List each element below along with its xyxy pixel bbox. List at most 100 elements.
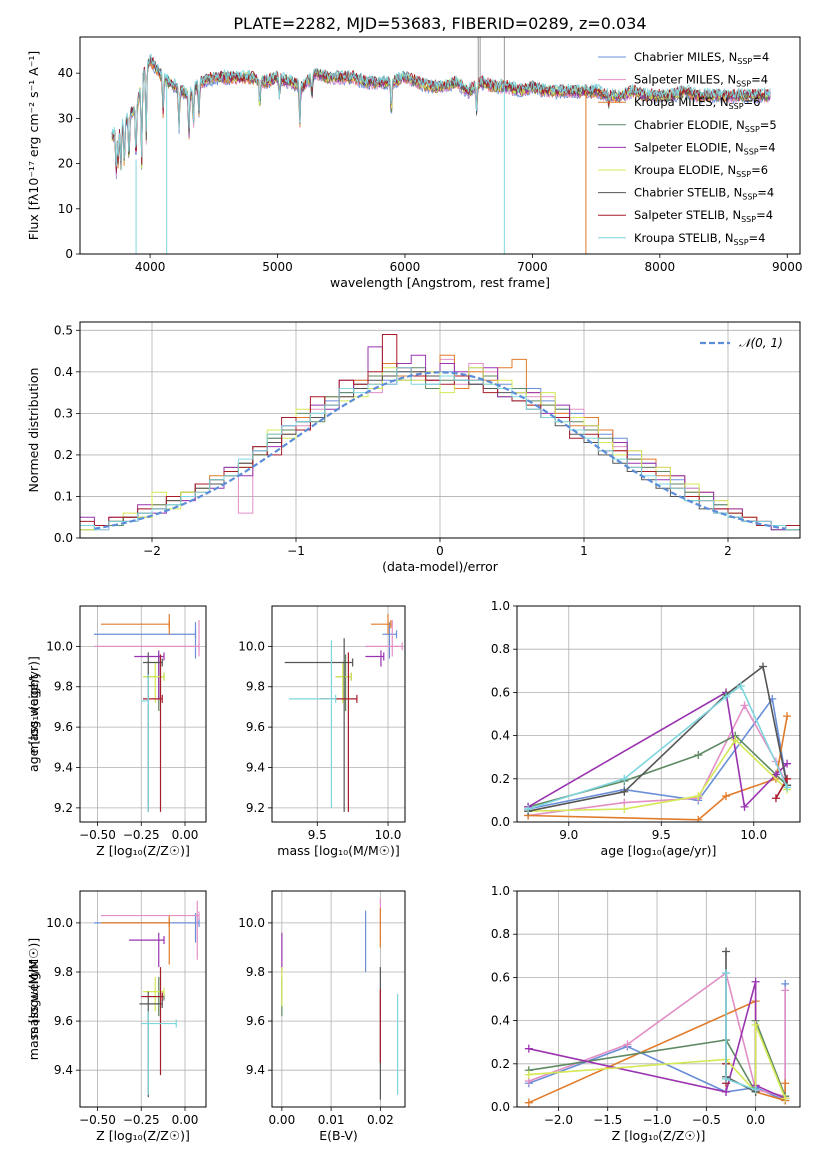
weights-chabrier-stelib xyxy=(524,662,792,816)
y-tick-label: 0.3 xyxy=(54,406,73,420)
y-tick-label: 9.4 xyxy=(246,1063,265,1077)
weight-marker xyxy=(771,770,780,779)
weight-marker xyxy=(783,783,792,792)
x-tick-label: −2.0 xyxy=(544,1113,573,1127)
axes-frame xyxy=(79,36,801,255)
y-tick-label: 10.0 xyxy=(238,639,265,653)
weight-marker xyxy=(751,1085,760,1094)
y-axis-label: Flux [fλ10⁻¹⁷ erg cm⁻² s⁻¹ A⁻¹] xyxy=(26,51,41,240)
y-tick-label: 9.4 xyxy=(54,760,73,774)
x-tick-label: 9.0 xyxy=(559,828,578,842)
y-tick-label: 0.6 xyxy=(491,685,510,699)
y-tick-label: 9.6 xyxy=(54,1014,73,1028)
weight-marker xyxy=(722,947,731,956)
x-tick-label: −0.50 xyxy=(79,828,116,842)
x-tick-label: 7000 xyxy=(517,260,548,274)
errorbar-kroupa-miles xyxy=(371,614,392,635)
plot-area-residuals xyxy=(80,322,800,538)
x-tick-label: 0 xyxy=(436,544,444,558)
legend-entry: Chabrier STELIB, NSSP=4 xyxy=(634,186,774,202)
x-tick-label: −1 xyxy=(287,544,305,558)
plot-area-age_vs_z xyxy=(80,606,206,822)
panel-mass_weight_vs_z: −2.0 −1.5 −1.0 −0.5 0.0 0.0 0.2 0.4 0.6 0.8 1.0 Z [… xyxy=(26,884,801,1143)
errorbar-salpeter-miles xyxy=(94,620,200,657)
weight-line xyxy=(527,691,788,809)
weight-marker xyxy=(740,802,749,811)
x-tick-label: 5000 xyxy=(262,260,293,274)
y-tick-label: 0.8 xyxy=(491,642,510,656)
x-tick-label: 9.5 xyxy=(652,828,671,842)
x-tick-label: 10.0 xyxy=(740,828,767,842)
y-tick-label: 0.4 xyxy=(54,365,73,379)
x-tick-label: −0.25 xyxy=(123,828,160,842)
panel-age_vs_z: −0.50 −0.25 0.00 9.2 9.4 9.6 9.8 10.0 Z [log₁₀(Z… xyxy=(26,605,207,858)
weight-marker xyxy=(781,1079,790,1088)
plot-area-mass_vs_z xyxy=(80,891,206,1107)
errorbar-chabrier-stelib xyxy=(284,638,354,812)
y-tick-label: 9.2 xyxy=(54,801,73,815)
weight-marker xyxy=(751,1020,760,1029)
x-axis-label: age [log₁₀(age/yr)] xyxy=(601,843,717,858)
y-tick-label: 1.0 xyxy=(491,884,510,898)
panel-mass_weight_vs_age: 9.0 9.5 10.0 0.0 0.2 0.4 0.6 0.8 1.0 age [log₁₀(a… xyxy=(26,599,801,858)
plot-layer: 4000 5000 6000 7000 8000 9000010203040wavelen… xyxy=(26,36,803,1143)
weight-marker xyxy=(751,977,760,986)
weight-marker xyxy=(694,792,703,801)
x-tick-label: 0.0 xyxy=(746,1113,765,1127)
weight-marker xyxy=(722,1074,731,1083)
errorbar-chabrier-miles xyxy=(382,622,398,659)
y-tick-label: 9.8 xyxy=(246,680,265,694)
x-tick-label: 0.00 xyxy=(268,1113,295,1127)
y-tick-label: 0.8 xyxy=(491,927,510,941)
weights-chabrier-stelib xyxy=(722,947,760,1096)
y-tick-label: 0.6 xyxy=(491,970,510,984)
panel-mass_vs_z: −0.50 −0.25 0.00 9.4 9.6 9.8 10.0 Z [log₁₀(Z/Z☉… xyxy=(26,890,207,1143)
weight-marker xyxy=(783,759,792,768)
y-tick-label: 10.0 xyxy=(238,916,265,930)
errorbar-salpeter-stelib xyxy=(143,654,163,812)
y-axis-label: age [log₁₀(age/yr)] xyxy=(26,656,41,772)
y-tick-label: 9.6 xyxy=(246,1014,265,1028)
weight-marker xyxy=(736,681,745,690)
legend-entry: Salpeter MILES, NSSP=4 xyxy=(634,73,768,89)
spectrum-legend: Chabrier MILES, NSSP=4 Salpeter MILES, NS… xyxy=(598,50,777,247)
x-tick-label: 6000 xyxy=(390,260,421,274)
x-tick-label: −1.5 xyxy=(593,1113,622,1127)
weight-marker xyxy=(623,1040,632,1049)
x-tick-label: 10.0 xyxy=(375,828,402,842)
panel-residuals: −2 −1 0 1 2 0.0 0.1 0.2 0.3 0.4 0.5 (data-model)/er… xyxy=(26,321,801,574)
weight-marker xyxy=(783,774,792,783)
errorbar-salpeter-elodie xyxy=(365,650,385,667)
gaussian-curve xyxy=(94,371,786,530)
y-tick-label: 0.2 xyxy=(491,1057,510,1071)
y-tick-label: 0.2 xyxy=(54,448,73,462)
x-tick-label: 2 xyxy=(724,544,732,558)
weight-marker xyxy=(524,1044,533,1053)
x-tick-label: −2 xyxy=(143,544,161,558)
y-tick-label: 0.2 xyxy=(491,772,510,786)
axes-frame xyxy=(79,605,207,823)
errorbar-kroupa-stelib xyxy=(288,640,337,808)
x-axis-label: Z [log₁₀(Z/Z☉)] xyxy=(96,843,190,858)
x-tick-label: 8000 xyxy=(645,260,676,274)
y-tick-label: 20 xyxy=(58,157,73,171)
errorbar-chabrier-miles xyxy=(94,913,200,943)
y-tick-label: 0.4 xyxy=(491,1014,510,1028)
weight-marker xyxy=(771,794,780,803)
y-tick-label: 10.0 xyxy=(46,916,73,930)
errorbar-kroupa-stelib xyxy=(141,674,149,812)
y-tick-label: 9.2 xyxy=(246,801,265,815)
errorbar-salpeter-elodie xyxy=(129,932,165,968)
x-axis-label: E(B-V) xyxy=(319,1128,358,1143)
y-axis-label: Normed distribution xyxy=(26,368,41,493)
axes-frame xyxy=(79,321,801,539)
spectrum-line-kroupa-stelib xyxy=(111,54,771,167)
weight-line xyxy=(527,665,788,812)
x-axis-label: wavelength [Angstrom, rest frame] xyxy=(330,275,550,290)
weight-line xyxy=(527,696,788,810)
errorbar-salpeter-elodie xyxy=(134,650,165,699)
x-axis-label: Z [log₁₀(Z/Z☉)] xyxy=(612,1128,706,1143)
weight-marker xyxy=(759,662,768,671)
